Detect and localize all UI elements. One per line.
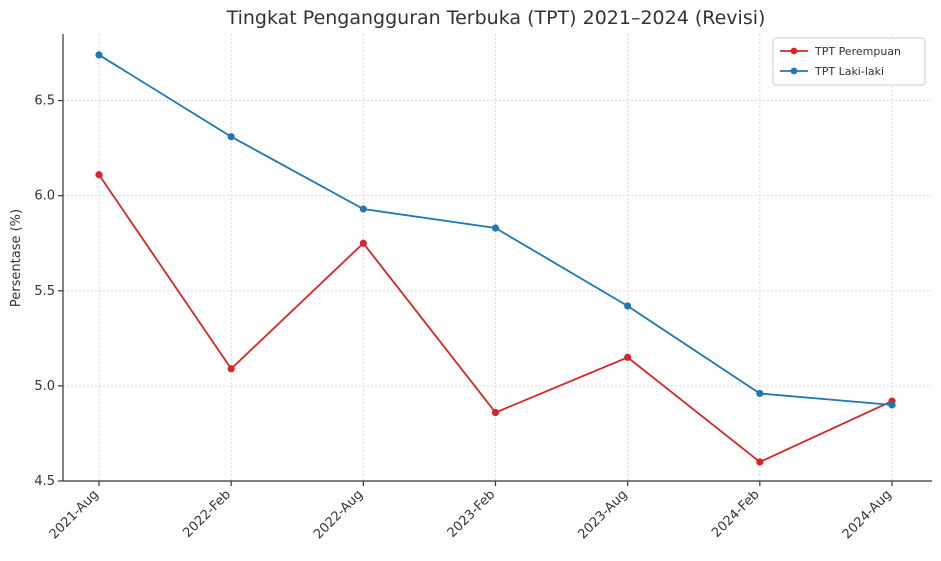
chart-title: Tingkat Pengangguran Terbuka (TPT) 2021–… (226, 7, 766, 29)
x-tick-label: 2022-Feb (180, 487, 234, 541)
x-tick-label: 2022-Aug (311, 487, 366, 542)
legend-swatch-marker (790, 67, 798, 75)
y-tick-labels: 4.5 5.0 5.5 6.0 6.5 (34, 94, 63, 489)
legend-swatch-marker (790, 47, 798, 55)
legend-box (772, 37, 926, 86)
x-tick-labels: 2021-Aug 2022-Feb 2022-Aug 2023-Feb 2023-Aug… (47, 481, 895, 542)
data-point (95, 51, 103, 59)
y-tick-label: 6.0 (34, 189, 55, 204)
data-point (227, 365, 235, 373)
y-tick-label: 5.5 (34, 284, 55, 299)
legend: TPT Perempuan TPT Laki-laki (772, 37, 926, 86)
x-tick-label: 2024-Feb (709, 487, 763, 541)
y-tick-label: 6.5 (34, 94, 55, 109)
data-point (491, 224, 500, 232)
data-point (95, 171, 103, 179)
data-point (227, 133, 235, 141)
data-point (624, 302, 632, 310)
data-point (624, 353, 632, 361)
y-tick-label: 4.5 (34, 474, 55, 489)
axes (62, 34, 932, 482)
series-lines (95, 51, 896, 466)
x-tick-label: 2023-Feb (445, 487, 499, 541)
data-point (491, 408, 500, 417)
data-point (756, 458, 764, 466)
legend-label: TPT Perempuan (814, 45, 901, 58)
legend-label: TPT Laki-laki (814, 65, 884, 78)
x-tick-label: 2024-Aug (840, 487, 895, 542)
data-point (756, 389, 764, 398)
y-tick-label: 5.0 (34, 379, 55, 394)
x-tick-label: 2023-Aug (575, 487, 630, 542)
data-point (359, 239, 367, 247)
data-point (359, 205, 367, 213)
y-axis-label: Persentase (%) (9, 209, 24, 307)
data-point (888, 401, 896, 409)
x-tick-label: 2021-Aug (47, 487, 102, 542)
